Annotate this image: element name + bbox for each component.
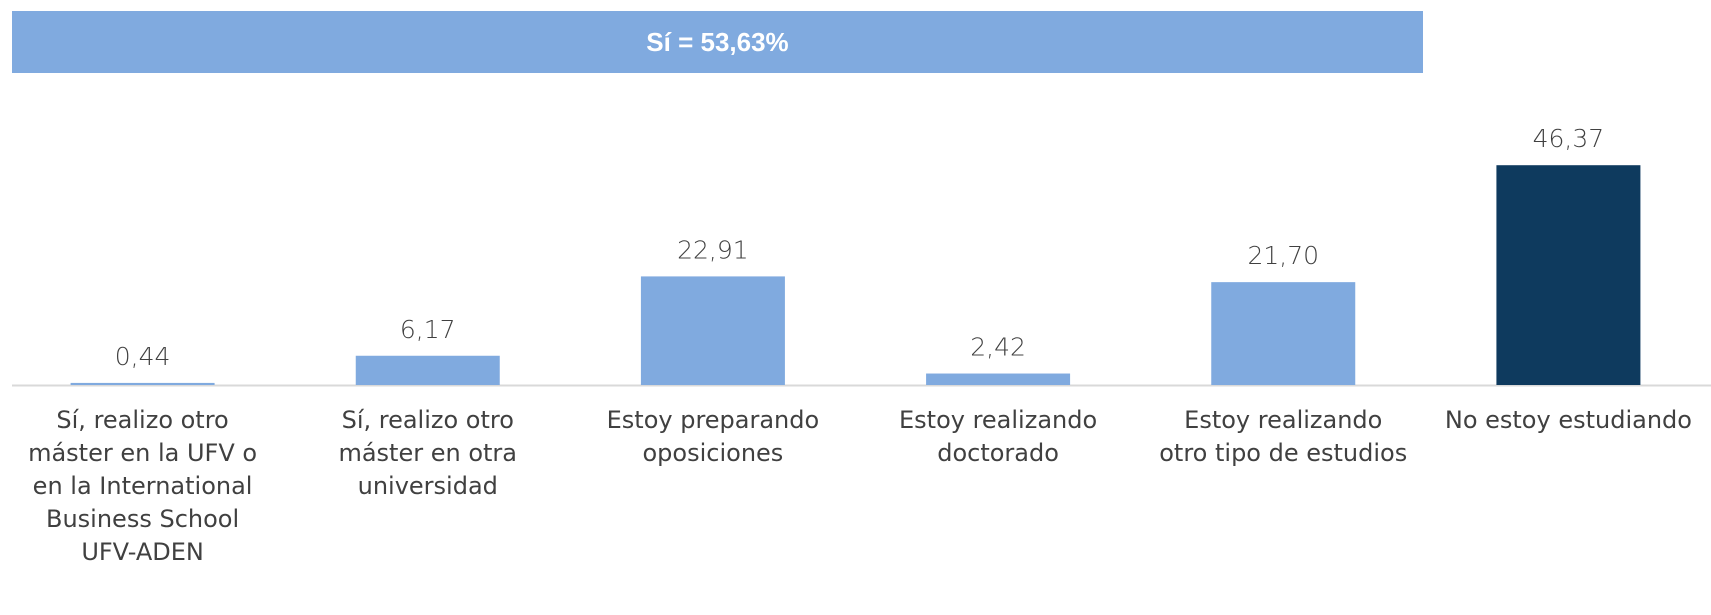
- value-label: 0,44: [115, 342, 171, 371]
- bar: [926, 373, 1071, 385]
- bar: [355, 355, 500, 385]
- value-label: 6,17: [400, 315, 456, 344]
- x-tick-label: Estoy realizando doctorado: [898, 406, 1098, 467]
- x-tick-label: Estoy realizando otro tipo de estudios: [1159, 406, 1408, 467]
- value-label: 21,70: [1247, 241, 1319, 270]
- x-tick-label: Estoy preparando oposiciones: [606, 406, 820, 467]
- bar: [1496, 165, 1641, 385]
- bar: [70, 382, 215, 385]
- bar: [1211, 282, 1356, 385]
- x-tick-label: Sí, realizo otro máster en la UFV o en l…: [28, 406, 258, 566]
- x-tick-label: Sí, realizo otro máster en otra universi…: [338, 406, 518, 500]
- value-label: 22,91: [677, 235, 749, 264]
- x-tick-label: No estoy estudiando: [1444, 406, 1692, 434]
- banner: Sí = 53,63%: [12, 11, 1423, 73]
- bar: [640, 276, 785, 385]
- value-label: 46,37: [1533, 124, 1605, 153]
- value-label: 2,42: [970, 333, 1026, 362]
